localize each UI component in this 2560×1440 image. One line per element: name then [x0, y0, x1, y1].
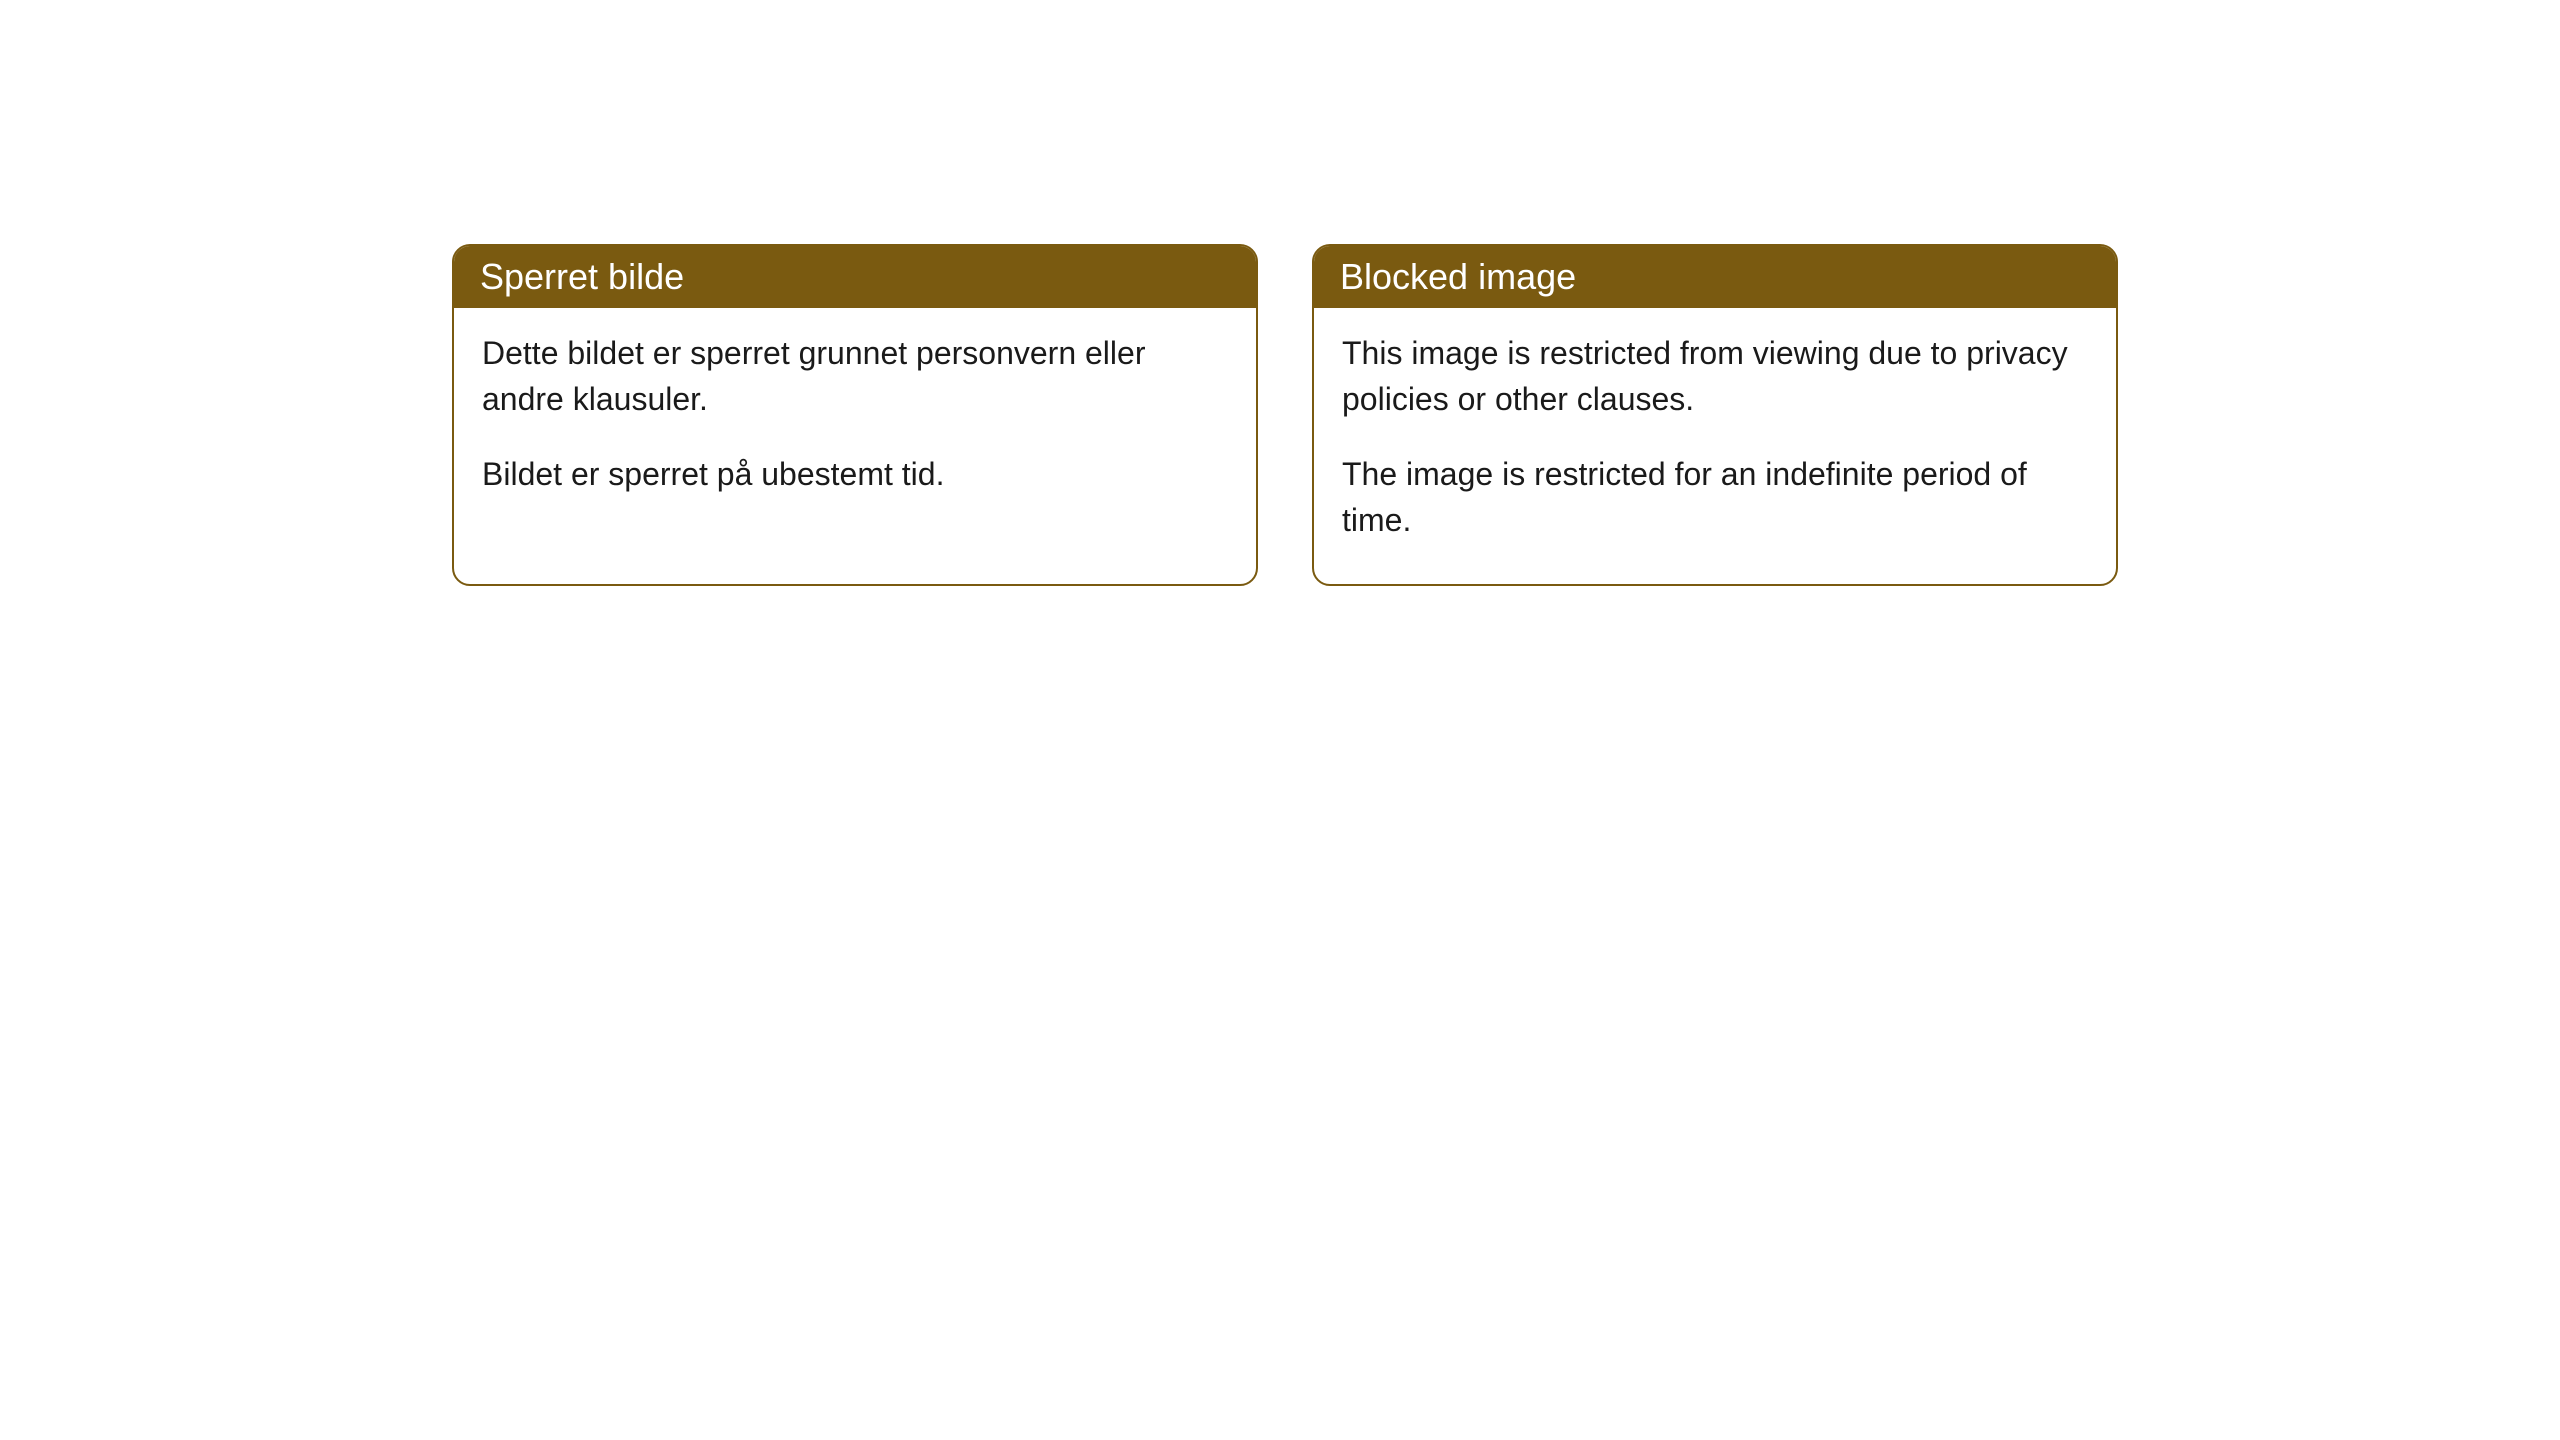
card-header-en: Blocked image	[1314, 246, 2116, 308]
blocked-image-card-en: Blocked image This image is restricted f…	[1312, 244, 2118, 586]
card-paragraph-1-en: This image is restricted from viewing du…	[1342, 330, 2088, 423]
notice-cards-container: Sperret bilde Dette bildet er sperret gr…	[452, 244, 2118, 586]
card-body-en: This image is restricted from viewing du…	[1314, 308, 2116, 584]
card-paragraph-2-no: Bildet er sperret på ubestemt tid.	[482, 451, 1228, 497]
card-title-no: Sperret bilde	[480, 256, 684, 297]
card-body-no: Dette bildet er sperret grunnet personve…	[454, 308, 1256, 537]
blocked-image-card-no: Sperret bilde Dette bildet er sperret gr…	[452, 244, 1258, 586]
card-title-en: Blocked image	[1340, 256, 1576, 297]
card-paragraph-1-no: Dette bildet er sperret grunnet personve…	[482, 330, 1228, 423]
card-header-no: Sperret bilde	[454, 246, 1256, 308]
card-paragraph-2-en: The image is restricted for an indefinit…	[1342, 451, 2088, 544]
